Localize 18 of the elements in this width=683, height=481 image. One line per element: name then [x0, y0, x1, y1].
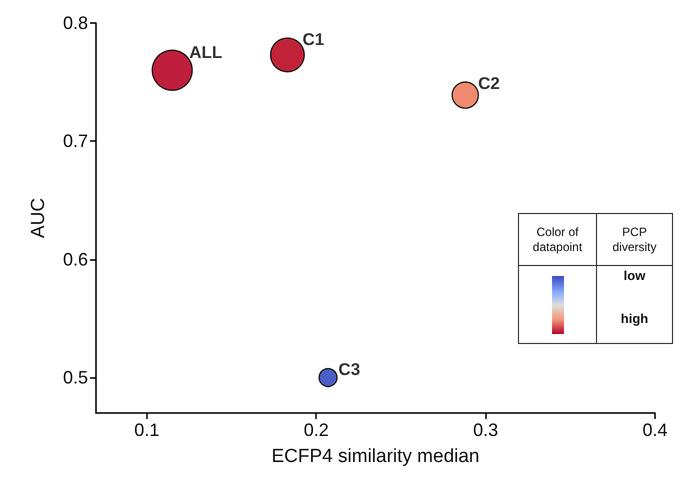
- annotation: C3: [338, 360, 360, 379]
- annotation: PCP diversity: [611, 224, 658, 254]
- x-tick-label: 0.4: [642, 420, 668, 440]
- y-tick-label: 0.7: [62, 131, 88, 152]
- annotation: ALL: [189, 42, 222, 62]
- x-tick-label: 0.1: [134, 420, 160, 440]
- annotation: C1: [302, 30, 324, 50]
- annotation: high: [620, 311, 650, 326]
- annotation: C2: [478, 74, 500, 93]
- annotation: Color of datapoint: [518, 214, 596, 266]
- annotation: low: [622, 268, 646, 283]
- x-axis-title: ECFP4 similarity median: [272, 446, 480, 467]
- x-tick-label: 0.2: [304, 420, 329, 440]
- y-tick-label: 0.8: [62, 13, 88, 33]
- x-tick-label: 0.3: [473, 420, 498, 440]
- y-tick-label: 0.5: [62, 368, 88, 388]
- y-axis-title: AUC: [28, 198, 49, 238]
- y-tick-label: 0.6: [62, 249, 88, 270]
